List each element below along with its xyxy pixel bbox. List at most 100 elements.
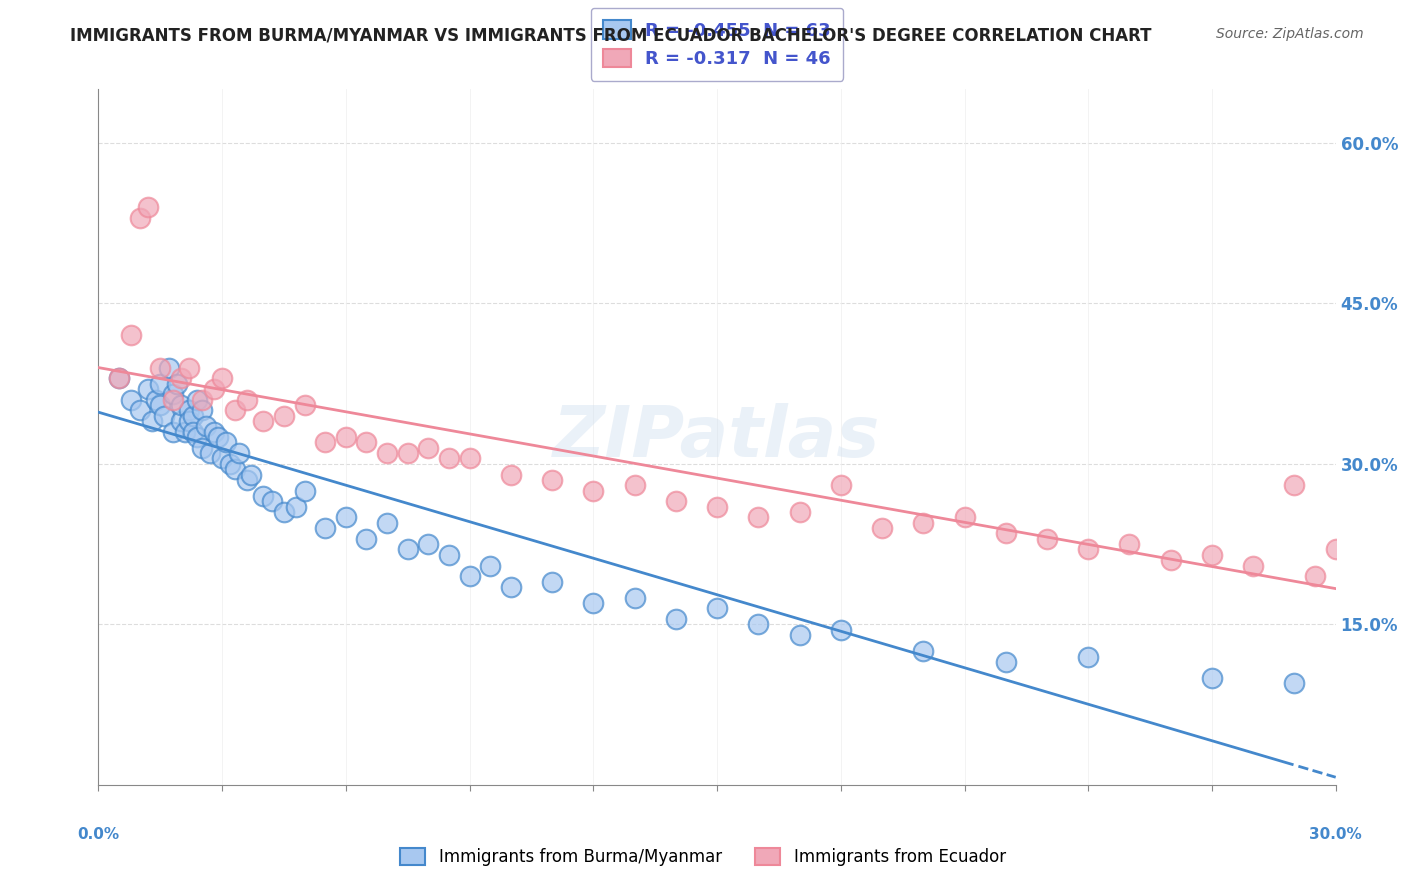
Text: ZIPatlas: ZIPatlas <box>554 402 880 472</box>
Point <box>181 425 204 439</box>
Point <box>120 392 142 407</box>
Point <box>240 467 263 482</box>
Point <box>136 382 159 396</box>
Point <box>665 494 688 508</box>
Point <box>149 360 172 375</box>
Point <box>190 403 212 417</box>
Point <box>211 451 233 466</box>
Point <box>830 478 852 492</box>
Point <box>418 441 440 455</box>
Point <box>181 409 204 423</box>
Point <box>375 516 398 530</box>
Point <box>356 435 378 450</box>
Point <box>418 537 440 551</box>
Point <box>356 532 378 546</box>
Point <box>252 414 274 428</box>
Point <box>623 591 645 605</box>
Point <box>202 382 225 396</box>
Point <box>224 403 246 417</box>
Point <box>166 376 188 391</box>
Point <box>153 409 176 423</box>
Point <box>314 435 336 450</box>
Point <box>747 510 769 524</box>
Point <box>120 328 142 343</box>
Point <box>186 430 208 444</box>
Point <box>1284 676 1306 690</box>
Point <box>219 457 242 471</box>
Point <box>375 446 398 460</box>
Point <box>437 548 460 562</box>
Point <box>912 644 935 658</box>
Point <box>437 451 460 466</box>
Point <box>953 510 976 524</box>
Point <box>236 392 259 407</box>
Point <box>1077 649 1099 664</box>
Point <box>145 392 167 407</box>
Point <box>179 360 201 375</box>
Point <box>706 601 728 615</box>
Point <box>1201 671 1223 685</box>
Point <box>207 430 229 444</box>
Point <box>252 489 274 503</box>
Point <box>273 409 295 423</box>
Point <box>198 446 221 460</box>
Point <box>202 425 225 439</box>
Point <box>994 655 1017 669</box>
Point <box>1284 478 1306 492</box>
Point <box>789 628 811 642</box>
Point <box>582 483 605 498</box>
Point <box>335 430 357 444</box>
Point <box>141 414 163 428</box>
Point <box>1241 558 1264 573</box>
Point <box>912 516 935 530</box>
Point <box>1324 542 1347 557</box>
Point <box>136 200 159 214</box>
Point <box>1160 553 1182 567</box>
Point <box>1201 548 1223 562</box>
Point <box>582 596 605 610</box>
Point <box>149 376 172 391</box>
Point <box>706 500 728 514</box>
Point <box>1036 532 1059 546</box>
Point <box>747 617 769 632</box>
Point <box>194 419 217 434</box>
Legend: Immigrants from Burma/Myanmar, Immigrants from Ecuador: Immigrants from Burma/Myanmar, Immigrant… <box>392 840 1014 875</box>
Text: IMMIGRANTS FROM BURMA/MYANMAR VS IMMIGRANTS FROM ECUADOR BACHELOR'S DEGREE CORRE: IMMIGRANTS FROM BURMA/MYANMAR VS IMMIGRA… <box>70 27 1152 45</box>
Point <box>273 505 295 519</box>
Point <box>128 403 150 417</box>
Point <box>108 371 131 385</box>
Point <box>128 211 150 225</box>
Point <box>162 387 184 401</box>
Point <box>224 462 246 476</box>
Point <box>396 542 419 557</box>
Point <box>170 414 193 428</box>
Point <box>1303 569 1326 583</box>
Text: 0.0%: 0.0% <box>77 827 120 842</box>
Point <box>314 521 336 535</box>
Point <box>179 403 201 417</box>
Point <box>294 398 316 412</box>
Point <box>335 510 357 524</box>
Point <box>1118 537 1140 551</box>
Point <box>162 425 184 439</box>
Point <box>260 494 283 508</box>
Point <box>190 441 212 455</box>
Point <box>870 521 893 535</box>
Point <box>396 446 419 460</box>
Point <box>174 425 197 439</box>
Text: 30.0%: 30.0% <box>1309 827 1362 842</box>
Point <box>294 483 316 498</box>
Point <box>170 371 193 385</box>
Point <box>789 505 811 519</box>
Point <box>458 451 481 466</box>
Legend: R = -0.455  N = 63, R = -0.317  N = 46: R = -0.455 N = 63, R = -0.317 N = 46 <box>591 8 844 81</box>
Point <box>215 435 238 450</box>
Point <box>499 580 522 594</box>
Point <box>830 623 852 637</box>
Point <box>458 569 481 583</box>
Point <box>162 392 184 407</box>
Point <box>179 414 201 428</box>
Point <box>499 467 522 482</box>
Point <box>665 612 688 626</box>
Point <box>108 371 131 385</box>
